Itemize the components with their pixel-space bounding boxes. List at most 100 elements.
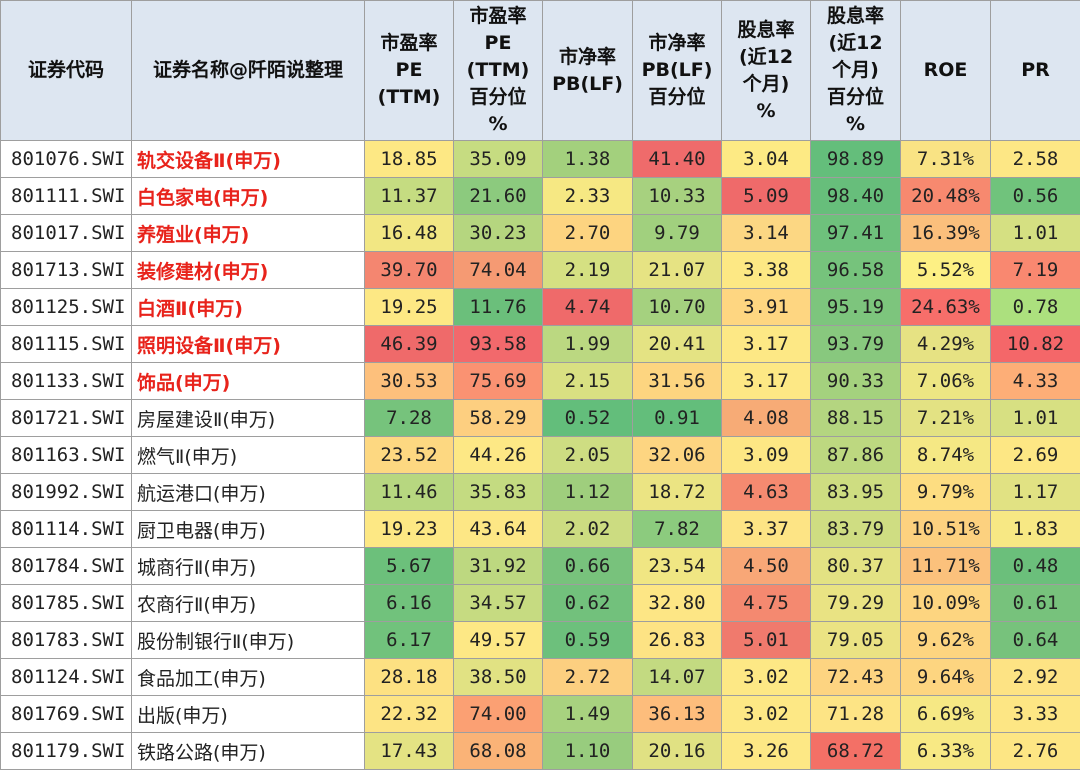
dy-pct-cell: 97.41: [810, 214, 901, 252]
dy-cell: 5.01: [721, 621, 811, 659]
pe-pct-cell: 44.26: [453, 436, 543, 474]
header-line: %: [845, 113, 866, 135]
pb-cell: 2.70: [542, 214, 633, 252]
pe-pct-cell: 74.04: [453, 251, 543, 289]
pb-pct-cell: 26.83: [632, 621, 722, 659]
pb-cell: 1.38: [542, 140, 633, 178]
table-row: 801992.SWI 航运港口(申万) 11.46 35.83 1.12 18.72 4.6…: [0, 473, 1080, 511]
name-cell: 航运港口(申万): [131, 473, 365, 511]
pr-cell: 1.17: [990, 473, 1080, 511]
header-line: 百分位: [826, 86, 884, 108]
header-line: PB(LF): [552, 72, 623, 95]
roe-cell: 16.39%: [900, 214, 991, 252]
table-row: 801125.SWI 白酒Ⅱ(申万) 19.25 11.76 4.74 10.70 3.91…: [0, 288, 1080, 326]
pb-pct-cell: 18.72: [632, 473, 722, 511]
pb-pct-cell: 7.82: [632, 510, 722, 548]
code-cell: 801114.SWI: [0, 510, 132, 548]
name-cell: 铁路公路(申万): [131, 732, 365, 770]
header-line: PE: [395, 59, 423, 81]
table-row: 801785.SWI 农商行Ⅱ(申万) 6.16 34.57 0.62 32.80 4.75…: [0, 584, 1080, 622]
pr-cell: 1.01: [990, 399, 1080, 437]
header-line: 百分位: [648, 86, 706, 108]
header-pe: 市盈率 PE (TTM): [364, 0, 454, 141]
code-cell: 801992.SWI: [0, 473, 132, 511]
dy-cell: 3.17: [721, 325, 811, 363]
pe-pct-cell: 75.69: [453, 362, 543, 400]
header-line: 市盈率: [469, 5, 527, 27]
dy-cell: 3.37: [721, 510, 811, 548]
pe-pct-cell: 34.57: [453, 584, 543, 622]
pe-pct-cell: 11.76: [453, 288, 543, 326]
code-cell: 801125.SWI: [0, 288, 132, 326]
code-cell: 801111.SWI: [0, 177, 132, 215]
table-row: 801133.SWI 饰品(申万) 30.53 75.69 2.15 31.56 3.17 9…: [0, 362, 1080, 400]
name-cell: 城商行Ⅱ(申万): [131, 547, 365, 585]
pb-pct-cell: 23.54: [632, 547, 722, 585]
pe-pct-cell: 31.92: [453, 547, 543, 585]
code-cell: 801115.SWI: [0, 325, 132, 363]
pe-cell: 18.85: [364, 140, 454, 178]
roe-cell: 6.33%: [900, 732, 991, 770]
pr-cell: 2.69: [990, 436, 1080, 474]
dy-pct-cell: 83.95: [810, 473, 901, 511]
pb-pct-cell: 41.40: [632, 140, 722, 178]
name-cell: 照明设备Ⅱ(申万): [131, 325, 365, 363]
dy-pct-cell: 68.72: [810, 732, 901, 770]
table-row: 801115.SWI 照明设备Ⅱ(申万) 46.39 93.58 1.99 20.41 3.…: [0, 325, 1080, 363]
pe-cell: 6.16: [364, 584, 454, 622]
table-row: 801721.SWI 房屋建设Ⅱ(申万) 7.28 58.29 0.52 0.91 4.08…: [0, 399, 1080, 437]
dy-cell: 4.63: [721, 473, 811, 511]
roe-cell: 9.79%: [900, 473, 991, 511]
header-line: 证券代码: [27, 59, 104, 81]
pr-cell: 1.83: [990, 510, 1080, 548]
pr-cell: 10.82: [990, 325, 1080, 363]
pr-cell: 2.92: [990, 658, 1080, 696]
roe-cell: 20.48%: [900, 177, 991, 215]
pb-pct-cell: 20.41: [632, 325, 722, 363]
roe-cell: 8.74%: [900, 436, 991, 474]
pe-pct-cell: 35.09: [453, 140, 543, 178]
name-cell: 轨交设备Ⅱ(申万): [131, 140, 365, 178]
dy-pct-cell: 79.29: [810, 584, 901, 622]
header-dy-pct: 股息率 (近12 个月) 百分位%: [810, 0, 901, 141]
name-cell: 厨卫电器(申万): [131, 510, 365, 548]
pb-cell: 2.02: [542, 510, 633, 548]
pb-pct-cell: 32.80: [632, 584, 722, 622]
pr-cell: 0.48: [990, 547, 1080, 585]
header-line: ROE: [923, 59, 968, 81]
dy-pct-cell: 87.86: [810, 436, 901, 474]
dy-pct-cell: 98.89: [810, 140, 901, 178]
header-pr: PR: [990, 0, 1080, 141]
pr-cell: 0.64: [990, 621, 1080, 659]
roe-cell: 9.62%: [900, 621, 991, 659]
table-body: 801076.SWI 轨交设备Ⅱ(申万) 18.85 35.09 1.38 41.40 3.…: [0, 140, 1080, 770]
pb-pct-cell: 21.07: [632, 251, 722, 289]
code-cell: 801076.SWI: [0, 140, 132, 178]
pe-cell: 28.18: [364, 658, 454, 696]
dy-pct-cell: 83.79: [810, 510, 901, 548]
pb-pct-cell: 32.06: [632, 436, 722, 474]
header-pe-pct: 市盈率 PE (TTM) 百分位%: [453, 0, 543, 141]
table-row: 801111.SWI 白色家电(申万) 11.37 21.60 2.33 10.33 5.0…: [0, 177, 1080, 215]
code-cell: 801179.SWI: [0, 732, 132, 770]
roe-cell: 24.63%: [900, 288, 991, 326]
dy-cell: 3.14: [721, 214, 811, 252]
dy-pct-cell: 80.37: [810, 547, 901, 585]
pr-cell: 2.76: [990, 732, 1080, 770]
header-line: (近12: [828, 32, 883, 54]
header-line: 证券名称@阡陌说整理: [152, 59, 343, 81]
code-cell: 801163.SWI: [0, 436, 132, 474]
dy-pct-cell: 96.58: [810, 251, 901, 289]
table-row: 801769.SWI 出版(申万) 22.32 74.00 1.49 36.13 3.02 7…: [0, 695, 1080, 733]
pb-cell: 1.99: [542, 325, 633, 363]
header-line: 股息率: [826, 5, 884, 27]
header-line: 个月): [742, 72, 790, 95]
dy-pct-cell: 90.33: [810, 362, 901, 400]
pb-cell: 0.66: [542, 547, 633, 585]
header-roe: ROE: [900, 0, 991, 141]
code-cell: 801124.SWI: [0, 658, 132, 696]
pe-cell: 7.28: [364, 399, 454, 437]
roe-cell: 5.52%: [900, 251, 991, 289]
roe-cell: 9.64%: [900, 658, 991, 696]
dy-pct-cell: 71.28: [810, 695, 901, 733]
